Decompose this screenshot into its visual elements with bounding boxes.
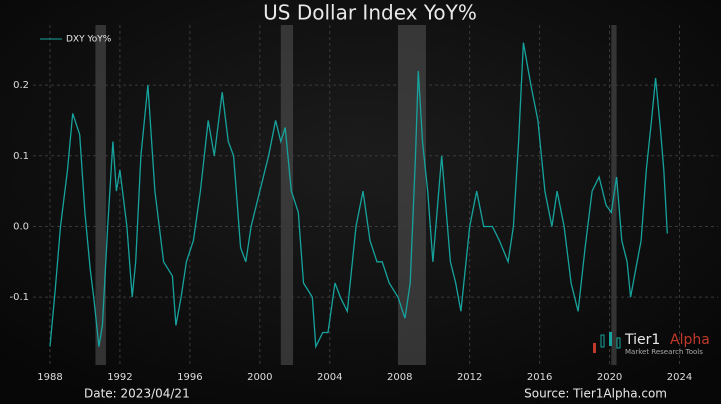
- x-tick-label: 2012: [457, 372, 482, 383]
- logo-name-a: Tier1: [624, 332, 660, 348]
- line-series: [49, 42, 668, 350]
- y-tick-label: 0.0: [13, 221, 29, 232]
- chart-title: US Dollar Index YoY%: [263, 1, 477, 25]
- y-tick-label: -0.1: [9, 292, 29, 303]
- x-tick-label: 1996: [177, 372, 202, 383]
- legend-label: DXY YoY%: [66, 35, 112, 45]
- y-tick-label: 0.2: [13, 80, 29, 91]
- shades: [95, 25, 617, 365]
- x-tick-label: 2000: [247, 372, 272, 383]
- footer-source: Source: Tier1Alpha.com: [524, 387, 667, 401]
- shaded-range: [397, 25, 426, 365]
- logo-tagline: Market Research Tools: [625, 348, 703, 356]
- footer-date: Date: 2023/04/21: [84, 387, 190, 401]
- x-tick-label: 2008: [387, 372, 412, 383]
- x-tick-label: 1988: [37, 372, 62, 383]
- shaded-range: [95, 25, 106, 365]
- x-tick-label: 2016: [527, 372, 552, 383]
- x-tick-label: 1992: [107, 372, 132, 383]
- shaded-range: [280, 25, 294, 365]
- logo-icon: [593, 332, 621, 353]
- logo-name-b: Alpha: [670, 332, 710, 348]
- x-tick-label: 2004: [317, 372, 342, 383]
- y-tick-label: 0.1: [13, 151, 29, 162]
- plot: [49, 42, 668, 350]
- x-tick-label: 2024: [667, 372, 692, 383]
- grid: [33, 25, 718, 365]
- x-tick-label: 2020: [597, 372, 622, 383]
